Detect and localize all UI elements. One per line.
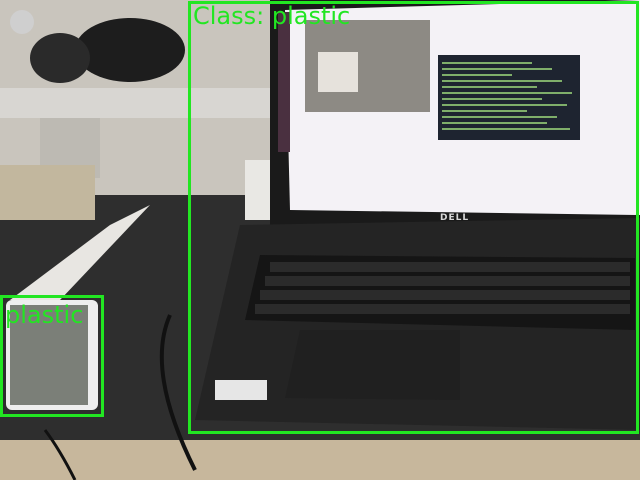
white-strip — [10, 205, 150, 300]
detection-box-phone — [0, 295, 104, 417]
desk-edge — [0, 440, 640, 480]
microphone-knob — [10, 10, 34, 34]
microphone-mount — [30, 33, 90, 83]
keyboard-keys — [255, 262, 630, 314]
detection-label-phone: plastic — [5, 301, 84, 329]
cable — [159, 314, 197, 471]
touchpad — [285, 330, 460, 400]
camera-window-paper — [318, 52, 358, 92]
detection-box-laptop — [188, 1, 639, 434]
phone-screen — [10, 305, 88, 405]
bamboo-mat — [0, 165, 95, 220]
cable-2 — [43, 429, 77, 480]
microphone — [75, 18, 185, 82]
laptop-sticker — [215, 380, 267, 400]
terminal-text — [442, 62, 572, 130]
screen-dock — [278, 12, 290, 152]
laptop-brand-label: DELL — [440, 213, 470, 223]
detection-label-laptop: Class: plastic — [193, 2, 351, 30]
shelf — [0, 88, 290, 118]
